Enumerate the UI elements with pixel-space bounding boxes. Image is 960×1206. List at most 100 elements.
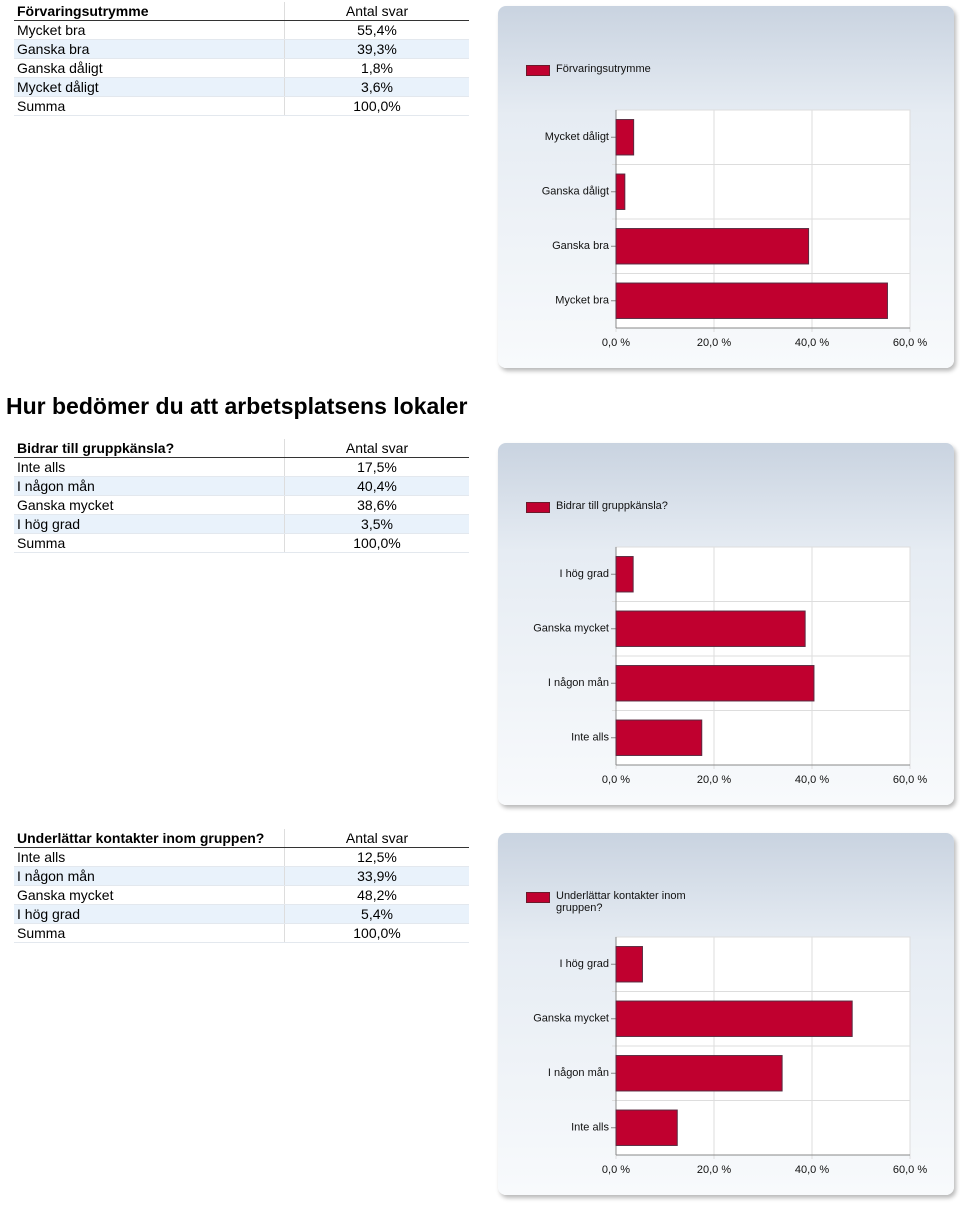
share: 3,6% [284, 77, 469, 97]
chart-panel: Underlättar kontakter inom gruppen? 0,0 %… [498, 833, 954, 1195]
question: Förvaringsutrymme [14, 2, 285, 21]
share: 3,5% [284, 514, 469, 534]
answer: Ganska mycket [14, 495, 285, 515]
share: 40,4% [284, 476, 469, 496]
y-tick-label: I någon mån [548, 1067, 609, 1079]
bar-chart: 0,0 % 20,0 % 40,0 % 60,0 % Inte alls I någon … [533, 936, 927, 1176]
share: 48,2% [284, 885, 469, 905]
x-tick-label: 60,0 % [893, 774, 927, 786]
answer: Inte alls [14, 457, 285, 477]
y-tick-label: Ganska dåligt [542, 186, 609, 198]
column-header: Antal svar [284, 2, 469, 21]
chart-panel: Förvaringsutrymme 0,0 % 20,0 % 40,0 % 60,0 %… [498, 6, 954, 368]
x-tick-label: 20,0 % [697, 1164, 731, 1176]
x-tick-label: 60,0 % [893, 337, 927, 349]
y-tick-label: I hög grad [559, 958, 609, 970]
legend-swatch [526, 892, 550, 903]
question: Underlättar kontakter inom gruppen? [14, 829, 285, 848]
share: 38,6% [284, 495, 469, 515]
y-tick-label: Ganska mycket [533, 1013, 609, 1025]
table-row: Mycket bra 55,4% [14, 20, 469, 40]
answer: Summa [14, 923, 285, 943]
answer: Ganska dåligt [14, 58, 285, 78]
legend-label: Underlättar kontakter inom gruppen? [556, 890, 686, 914]
x-tick-label: 40,0 % [795, 774, 829, 786]
answer: Summa [14, 533, 285, 553]
y-tick-label: Ganska mycket [533, 623, 609, 635]
table-row: I hög grad 5,4% [14, 904, 469, 924]
x-tick-label: 60,0 % [893, 1164, 927, 1176]
answer: Mycket dåligt [14, 77, 285, 97]
table-row: Summa 100,0% [14, 533, 469, 553]
x-tick-label: 20,0 % [697, 337, 731, 349]
answer: I hög grad [14, 904, 285, 924]
share: 55,4% [284, 20, 469, 40]
table-header: Bidrar till gruppkänsla? Antal svar [14, 439, 469, 458]
table-header: Förvaringsutrymme Antal svar [14, 2, 469, 21]
table-row: Ganska bra 39,3% [14, 39, 469, 59]
legend: Underlättar kontakter inom gruppen? [526, 890, 706, 914]
bar [615, 119, 635, 156]
table-row: Ganska dåligt 1,8% [14, 58, 469, 78]
answer: Ganska mycket [14, 885, 285, 905]
bar [615, 173, 626, 210]
y-tick-label: I hög grad [559, 568, 609, 580]
x-tick-label: 0,0 % [602, 774, 630, 786]
bar [615, 719, 703, 756]
x-tick-label: 40,0 % [795, 337, 829, 349]
bar [615, 556, 634, 593]
bar [615, 665, 815, 702]
y-tick-label: Mycket bra [555, 295, 610, 307]
answer: Mycket bra [14, 20, 285, 40]
bar [615, 1000, 853, 1037]
table-row: Summa 100,0% [14, 96, 469, 116]
y-tick-label: Inte alls [571, 1122, 609, 1134]
x-tick-label: 0,0 % [602, 1164, 630, 1176]
share: 100,0% [284, 923, 469, 943]
legend-swatch [526, 502, 550, 513]
y-tick-label: Ganska bra [552, 240, 610, 252]
answer: Summa [14, 96, 285, 116]
share: 39,3% [284, 39, 469, 59]
table-row: Summa 100,0% [14, 923, 469, 943]
table-row: I någon mån 33,9% [14, 866, 469, 886]
answer: I någon mån [14, 476, 285, 496]
table-row: Inte alls 17,5% [14, 457, 469, 477]
y-tick-label: Inte alls [571, 732, 609, 744]
y-tick-label: I någon mån [548, 677, 609, 689]
table-header: Underlättar kontakter inom gruppen? Antal… [14, 829, 469, 848]
table-row: Ganska mycket 48,2% [14, 885, 469, 905]
y-tick-label: Mycket dåligt [545, 131, 609, 143]
bar [615, 228, 810, 265]
results-table: Förvaringsutrymme Antal svar Mycket bra 55,… [14, 2, 469, 116]
table-row: Mycket dåligt 3,6% [14, 77, 469, 97]
chart-panel: Bidrar till gruppkänsla? 0,0 % 20,0 % 40,0 … [498, 443, 954, 805]
legend-swatch [526, 65, 550, 76]
legend-label: Bidrar till gruppkänsla? [556, 500, 668, 512]
results-table: Underlättar kontakter inom gruppen? Antal… [14, 829, 469, 943]
answer: Ganska bra [14, 39, 285, 59]
x-tick-label: 20,0 % [697, 774, 731, 786]
share: 17,5% [284, 457, 469, 477]
bar-chart: 0,0 % 20,0 % 40,0 % 60,0 % Inte alls I någon … [533, 546, 927, 786]
question: Bidrar till gruppkänsla? [14, 439, 285, 458]
section-heading: Hur bedömer du att arbetsplatsens lokale… [6, 393, 468, 419]
bar-chart: 0,0 % 20,0 % 40,0 % 60,0 % Mycket bra Ganska … [542, 109, 927, 349]
share: 5,4% [284, 904, 469, 924]
table-row: Inte alls 12,5% [14, 847, 469, 867]
bar [615, 1109, 678, 1146]
share: 33,9% [284, 866, 469, 886]
table-row: I någon mån 40,4% [14, 476, 469, 496]
answer: Inte alls [14, 847, 285, 867]
answer: I någon mån [14, 866, 285, 886]
bar [615, 1055, 783, 1092]
table-row: Ganska mycket 38,6% [14, 495, 469, 515]
results-table: Bidrar till gruppkänsla? Antal svar Inte a… [14, 439, 469, 553]
x-tick-label: 0,0 % [602, 337, 630, 349]
legend: Förvaringsutrymme [526, 63, 706, 76]
x-tick-label: 40,0 % [795, 1164, 829, 1176]
bar [615, 946, 643, 983]
legend-label: Förvaringsutrymme [556, 63, 651, 75]
column-header: Antal svar [284, 439, 469, 458]
